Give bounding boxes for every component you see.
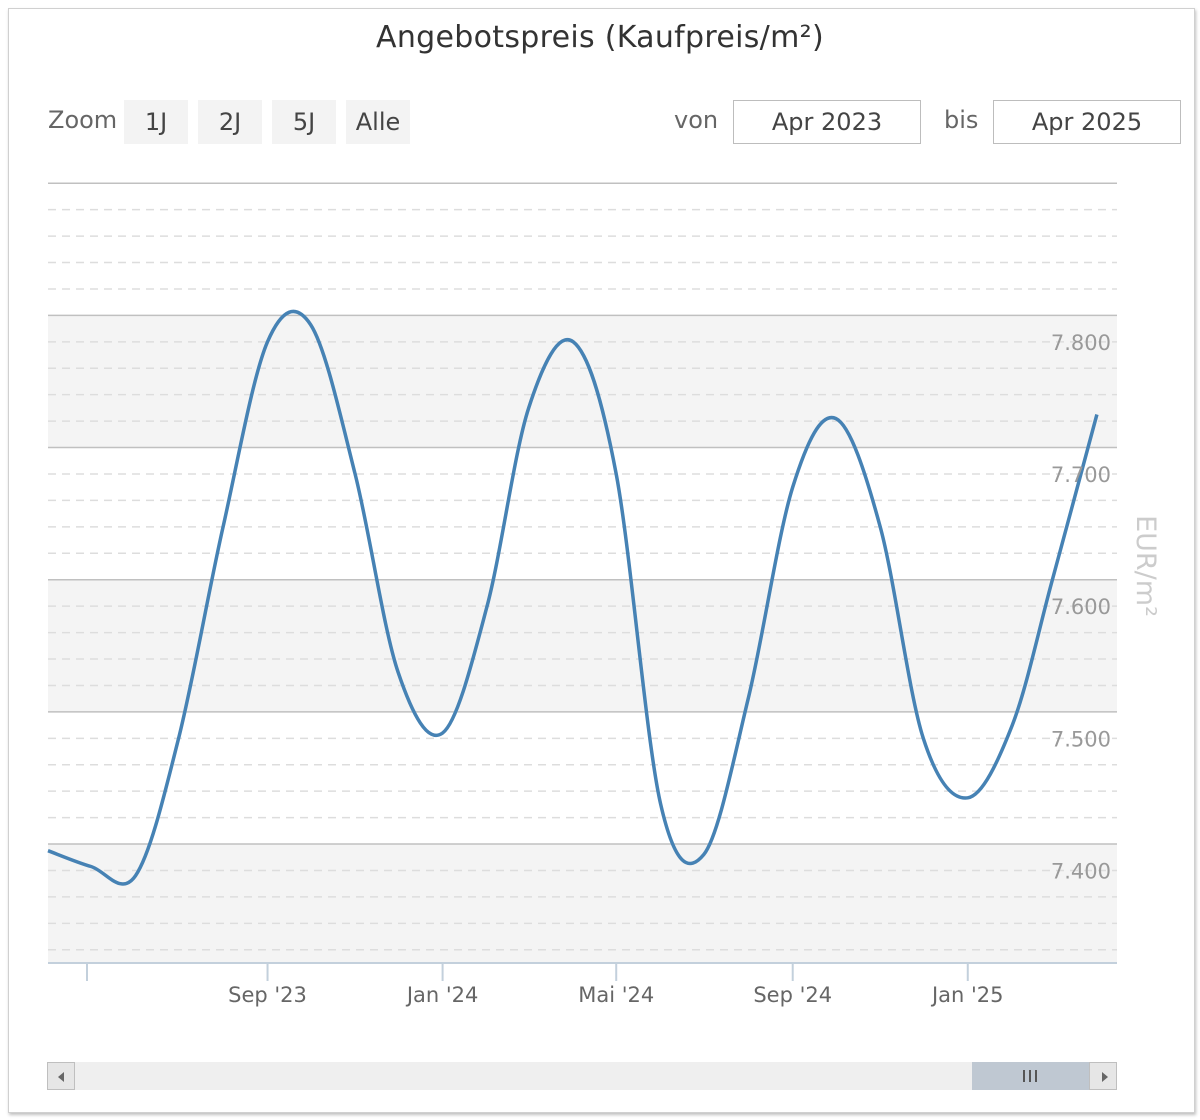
- x-tick-label: Jan '25: [930, 983, 1004, 1007]
- plot-band: [48, 579, 1117, 712]
- zoom-1y-button[interactable]: 1J: [124, 100, 188, 144]
- y-tick-label: 7.400: [1051, 859, 1111, 883]
- grip-icon: [1023, 1070, 1037, 1082]
- x-tick-label: Sep '24: [753, 983, 832, 1007]
- scroll-left-arrow-icon: [58, 1072, 64, 1082]
- zoom-all-button[interactable]: Alle: [346, 100, 410, 144]
- scroll-left-button[interactable]: [47, 1062, 75, 1090]
- scrollbar-thumb[interactable]: [972, 1062, 1089, 1090]
- price-series-line: [47, 309, 1099, 886]
- chart-title: Angebotspreis (Kaufpreis/m²): [376, 20, 824, 55]
- plot-band: [48, 844, 1117, 963]
- y-tick-label: 7.500: [1051, 727, 1111, 751]
- y-tick-label: 7.600: [1051, 595, 1111, 619]
- range-from-label: von: [674, 106, 719, 134]
- range-from-input[interactable]: Apr 2023: [733, 100, 921, 144]
- zoom-label: Zoom: [48, 106, 118, 134]
- x-tick-label: Jan '24: [405, 983, 479, 1007]
- zoom-2y-button[interactable]: 2J: [198, 100, 262, 144]
- range-to-label: bis: [944, 106, 979, 134]
- x-tick-label: Mai '24: [578, 983, 654, 1007]
- y-tick-label: 7.800: [1051, 331, 1111, 355]
- plot-band: [48, 315, 1117, 448]
- scroll-right-arrow-icon: [1102, 1072, 1108, 1082]
- y-tick-label: 7.700: [1051, 463, 1111, 487]
- range-to-input[interactable]: Apr 2025: [993, 100, 1181, 144]
- navigator-scrollbar[interactable]: [47, 1062, 1117, 1090]
- y-axis-title: EUR/m²: [1130, 515, 1161, 617]
- x-tick-label: Sep '23: [228, 983, 307, 1007]
- scroll-right-button[interactable]: [1089, 1062, 1117, 1090]
- zoom-5y-button[interactable]: 5J: [272, 100, 336, 144]
